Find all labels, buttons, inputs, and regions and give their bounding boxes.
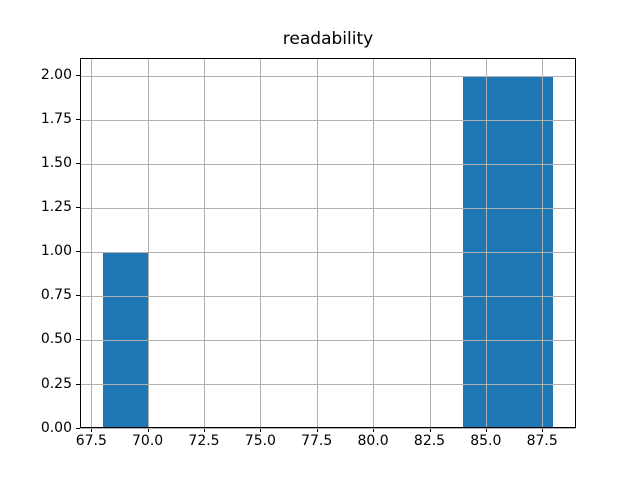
- x-tick-mark: [485, 428, 487, 432]
- gridline-vertical: [147, 58, 149, 428]
- y-tick-mark: [76, 75, 80, 77]
- gridline-vertical: [204, 58, 205, 428]
- x-tick-label: 77.5: [301, 433, 333, 449]
- gridline-vertical: [91, 58, 93, 428]
- gridline-horizontal: [80, 251, 576, 253]
- y-tick-mark: [76, 295, 80, 297]
- x-tick-mark: [147, 428, 149, 432]
- plot-area: readability 67.5 70.0 72.5 75.0 77.5 80.0 82.5…: [41, 29, 576, 449]
- x-tick-mark: [316, 428, 318, 432]
- gridline-vertical: [542, 58, 544, 428]
- x-tick-label: 82.5: [413, 433, 446, 449]
- gridline-horizontal: [80, 339, 576, 341]
- y-tick-label: 0.25: [40, 375, 72, 392]
- gridline-horizontal: [80, 384, 576, 385]
- x-tick-mark: [373, 428, 375, 432]
- y-tick-mark: [76, 163, 80, 165]
- gridline-vertical: [260, 58, 262, 428]
- x-tick-mark: [429, 428, 431, 432]
- y-tick-mark: [76, 251, 80, 253]
- y-tick-label: 1.25: [40, 199, 72, 216]
- chart-title: readability: [282, 29, 374, 49]
- y-tick-label: 2.00: [40, 67, 72, 84]
- y-tick-mark: [76, 119, 80, 121]
- y-tick-mark: [76, 427, 80, 429]
- y-tick-label: 0.00: [40, 419, 72, 436]
- gridline-horizontal: [80, 207, 576, 209]
- x-tick-label: 87.5: [526, 433, 558, 449]
- y-tick-label: 1.00: [40, 243, 72, 260]
- x-tick-label: 70.0: [132, 433, 164, 449]
- x-tick-mark: [204, 428, 205, 432]
- x-tick-label: 85.0: [470, 433, 502, 449]
- x-tick-label: 75.0: [244, 433, 276, 449]
- histogram-bar: [508, 75, 554, 428]
- gridline-horizontal: [80, 119, 576, 121]
- x-tick-label: 72.5: [188, 433, 220, 449]
- y-tick-mark: [76, 339, 80, 341]
- x-tick-mark: [91, 428, 93, 432]
- y-tick-label: 0.50: [40, 331, 72, 348]
- y-tick-mark: [76, 207, 80, 209]
- x-tick-label: 67.5: [75, 433, 107, 449]
- gridline-vertical: [485, 58, 487, 428]
- gridline-vertical: [429, 58, 431, 428]
- y-tick-label: 0.75: [40, 287, 72, 304]
- gridline-horizontal: [80, 75, 576, 77]
- x-tick-mark: [260, 428, 262, 432]
- gridline-horizontal: [80, 295, 576, 297]
- x-tick-mark: [542, 428, 544, 432]
- gridline-horizontal: [80, 163, 576, 165]
- y-tick-mark: [76, 383, 80, 385]
- x-tick-label: 80.0: [357, 433, 389, 449]
- y-tick-label: 1.75: [40, 111, 72, 128]
- gridline-vertical: [316, 58, 318, 428]
- gridline-vertical: [373, 58, 375, 428]
- gridline-horizontal: [80, 428, 576, 429]
- y-tick-label: 1.50: [40, 155, 72, 172]
